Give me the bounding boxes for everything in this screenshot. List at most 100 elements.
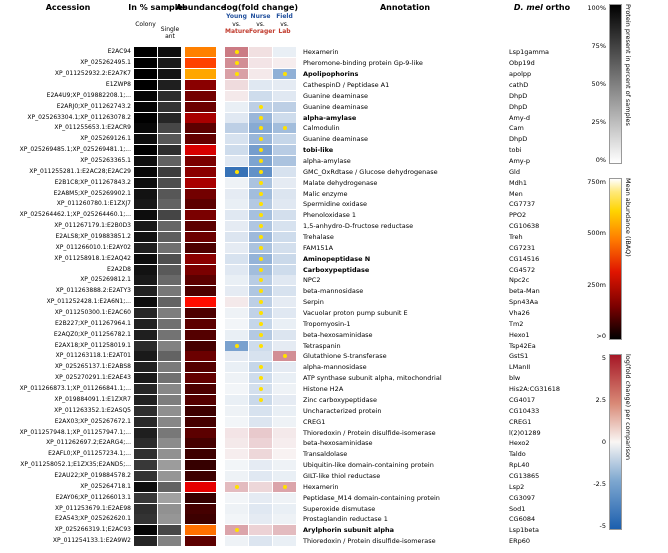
heatmap-row: E2B1C8;XP_011267843.2 Malate dehydrogenas… — [2, 177, 578, 188]
significance-dot — [258, 365, 263, 370]
annotation-label: CREG1 — [303, 417, 326, 426]
fc-field-lab-cell — [273, 264, 296, 275]
accession-label: E2AQZ0;XP_011256782.1 — [53, 330, 131, 338]
annotation-label: Aminopeptidase N — [303, 254, 371, 263]
fc-nurse-forager-cell — [249, 221, 272, 232]
heatmap-row: XP_011263118.1:E2AT01 Glutathione S-trans… — [2, 351, 578, 362]
single-ant-percent-cell — [158, 253, 181, 264]
fc-young-mature-cell — [225, 351, 248, 362]
fc-field-lab-cell — [273, 329, 296, 340]
fc-field-lab-cell — [273, 362, 296, 373]
heatmap-row: E2AU22;XP_019884578.2 GILT-like thiol red… — [2, 470, 578, 482]
accession-label: XP_025264462.1;XP_025264460.1;... — [19, 211, 131, 219]
heatmap-row: XP_025270291.1:E2AE43 ATP synthase subuni… — [2, 373, 578, 384]
heatmap-row: XP_011253679.1:E2AE98 Superoxide dismutas… — [2, 503, 578, 514]
significance-dot — [258, 126, 263, 131]
heatmap-row: XP_025269126.1 Guanine deaminase DhpD — [2, 134, 578, 145]
annotation-label: alpha-amylase — [303, 157, 351, 166]
accession-label: E2AY06;XP_011266013.1 — [55, 493, 131, 501]
significance-dot — [234, 50, 239, 55]
fc-young-mature-cell — [225, 525, 248, 536]
fc-field-lab-cell — [273, 134, 296, 145]
comparison-group-young: Young — [226, 13, 247, 20]
abundance-cell — [185, 232, 216, 243]
fc-field-lab-cell — [273, 232, 296, 243]
colony-percent-cell — [134, 166, 157, 177]
fc-young-mature-cell — [225, 177, 248, 188]
fc-field-lab-cell — [273, 188, 296, 199]
dmel-ortho-label: Amy-p — [509, 157, 530, 166]
accession-label: XP_011255281.1:E2AC28;E2AC29 — [29, 167, 131, 175]
fc-nurse-forager-cell — [249, 492, 272, 503]
accession-label: XP_011257948.1;XP_011257947.1;... — [19, 428, 131, 436]
heatmap-row: E2AQZ0;XP_011256782.1 beta-hexosaminidase… — [2, 329, 578, 340]
fc-nurse-forager-cell — [249, 308, 272, 319]
single-ant-percent-cell — [158, 416, 181, 427]
heatmap-row: XP_019884091.1:E1ZXR7 Zinc carboxypeptida… — [2, 394, 578, 406]
single-ant-percent-cell — [158, 58, 181, 69]
abundance-cell — [185, 297, 216, 308]
fc-young-mature-cell — [225, 69, 248, 80]
fc-nurse-forager-cell — [249, 438, 272, 449]
colony-percent-cell — [134, 362, 157, 373]
fc-field-lab-cell — [273, 503, 296, 514]
colony-percent-cell — [134, 427, 157, 438]
fc-young-mature-cell — [225, 318, 248, 329]
accession-label: E2AX18;XP_011258019.1 — [54, 341, 131, 349]
dmel-ortho-label: cathD — [509, 81, 529, 89]
accession-label: E2ARJ0;XP_011262743.2 — [56, 102, 131, 110]
fc-nurse-forager-cell — [249, 90, 272, 101]
colony-percent-cell — [134, 134, 157, 145]
accession-label: E2A8M5;XP_025269902.1 — [53, 189, 131, 197]
colony-percent-cell — [134, 275, 157, 286]
single-ant-percent-cell — [158, 492, 181, 503]
fc-nurse-forager-cell — [249, 536, 272, 547]
fc-young-mature-cell — [225, 438, 248, 449]
accession-label: XP_011262697.2;E2ARG4;... — [46, 439, 131, 447]
single-ant-percent-cell — [158, 134, 181, 145]
heatmap-row: XP_011262697.2;E2ARG4;... beta-hexosamini… — [2, 438, 578, 449]
legend-tick: 50% — [591, 80, 606, 88]
accession-label: XP_025263365.1 — [80, 157, 131, 165]
colony-percent-cell — [134, 329, 157, 340]
fc-field-lab-cell — [273, 221, 296, 232]
significance-dot — [258, 159, 263, 164]
accession-label: XP_011260780.1:E1ZXJ7 — [56, 200, 131, 208]
legend-tick: 250m — [587, 280, 606, 289]
significance-dot — [258, 376, 263, 381]
significance-dot — [258, 191, 263, 196]
colony-percent-cell — [134, 47, 157, 58]
fc-nurse-forager-cell — [249, 47, 272, 58]
abundance-cell — [185, 449, 216, 460]
fc-field-lab-cell — [273, 416, 296, 427]
dmel-species-label: D. mel — [513, 3, 543, 12]
accession-label: E2AC94 — [107, 48, 131, 56]
annotation-label: Guanine deaminase — [303, 91, 368, 100]
fc-young-mature-cell — [225, 308, 248, 319]
dmel-ortho-label: DhpD — [509, 102, 528, 111]
abundance-cell — [185, 166, 216, 177]
heatmap-row: E2AX03;XP_025267672.1 CREG1 CREG1 — [2, 416, 578, 427]
single-ant-percent-cell — [158, 362, 181, 373]
colony-percent-cell — [134, 80, 157, 90]
accession-label: XP_025269126.1 — [80, 135, 131, 143]
heatmap-row: E2A2D8 Carboxypeptidase CG4572 — [2, 264, 578, 275]
fc-young-mature-cell — [225, 329, 248, 340]
annotation-label: Glutathione S-transferase — [303, 352, 387, 361]
single-ant-percent-cell — [158, 340, 181, 351]
heatmap-row: E2AFL0;XP_011257234.1;... Transaldolase Ta… — [2, 449, 578, 460]
significance-dot — [258, 224, 263, 229]
heatmap-row: E2AX18;XP_011258019.1 Tetraspanin Tsp42Ea — [2, 340, 578, 351]
accession-label: XP_025269812.1 — [80, 276, 131, 284]
single-ant-percent-cell — [158, 405, 181, 416]
fc-young-mature-cell — [225, 449, 248, 460]
fc-nurse-forager-cell — [249, 188, 272, 199]
dmel-ortho-label: Lsp1gamma — [509, 48, 550, 57]
dmel-ortho-label: Cam — [509, 124, 524, 133]
heatmap-row: XP_011267179.1:E2B0D3 1,5-anhydro-D-fruct… — [2, 221, 578, 232]
colony-percent-cell — [134, 177, 157, 188]
abundance-cell — [185, 47, 216, 58]
dmel-ortho-label: Amy-d — [509, 113, 530, 122]
colony-subheader: Colony — [135, 21, 156, 28]
fc-nurse-forager-cell — [249, 362, 272, 373]
